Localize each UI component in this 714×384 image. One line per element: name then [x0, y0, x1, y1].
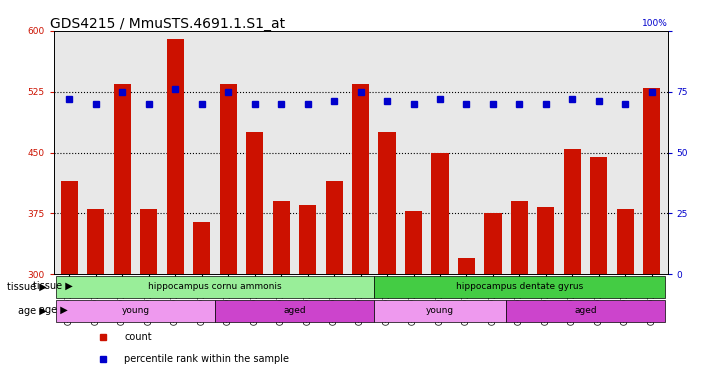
- Bar: [61, 181, 78, 275]
- Bar: [215, 300, 374, 322]
- Bar: [56, 300, 215, 322]
- Text: count: count: [124, 332, 152, 342]
- Bar: [352, 84, 369, 275]
- Bar: [564, 149, 581, 275]
- Text: age ▶: age ▶: [39, 306, 67, 316]
- Text: hippocampus cornu ammonis: hippocampus cornu ammonis: [149, 281, 282, 291]
- Bar: [56, 276, 374, 298]
- Bar: [193, 222, 211, 275]
- Text: GDS4215 / MmuSTS.4691.1.S1_at: GDS4215 / MmuSTS.4691.1.S1_at: [51, 17, 286, 31]
- Bar: [458, 258, 475, 275]
- Bar: [405, 211, 422, 275]
- Bar: [617, 209, 634, 275]
- Bar: [220, 84, 237, 275]
- Bar: [114, 84, 131, 275]
- Bar: [374, 276, 665, 298]
- Bar: [140, 209, 157, 275]
- Text: tissue ▶: tissue ▶: [33, 281, 73, 291]
- Bar: [537, 207, 555, 275]
- Text: hippocampus dentate gyrus: hippocampus dentate gyrus: [456, 281, 583, 291]
- Bar: [273, 201, 290, 275]
- Text: aged: aged: [283, 306, 306, 315]
- Text: tissue ▶: tissue ▶: [6, 281, 46, 291]
- Bar: [299, 205, 316, 275]
- Bar: [506, 300, 665, 322]
- Bar: [431, 152, 448, 275]
- Text: age ▶: age ▶: [18, 306, 46, 316]
- Text: 100%: 100%: [642, 19, 668, 28]
- Bar: [378, 132, 396, 275]
- Bar: [87, 209, 104, 275]
- Bar: [326, 181, 343, 275]
- Text: percentile rank within the sample: percentile rank within the sample: [124, 354, 289, 364]
- Text: young: young: [426, 306, 454, 315]
- Bar: [590, 157, 608, 275]
- Bar: [511, 201, 528, 275]
- Text: young: young: [121, 306, 150, 315]
- Bar: [643, 88, 660, 275]
- Bar: [374, 300, 506, 322]
- Bar: [166, 39, 184, 275]
- Bar: [246, 132, 263, 275]
- Bar: [484, 214, 501, 275]
- Text: aged: aged: [574, 306, 597, 315]
